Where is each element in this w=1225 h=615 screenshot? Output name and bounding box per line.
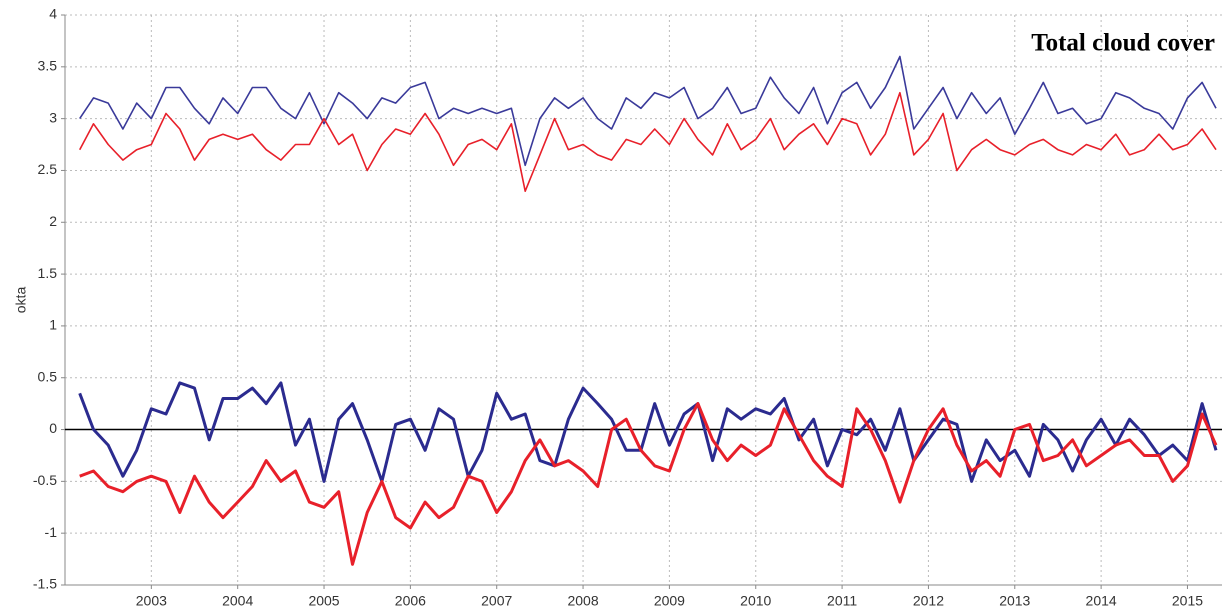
x-tick-label: 2008 [567,593,598,609]
y-tick-label: 4 [49,6,57,22]
x-tick-label: 2014 [1086,593,1117,609]
y-tick-label: -1.5 [33,576,57,592]
x-tick-label: 2004 [222,593,253,609]
line-series [79,402,1218,566]
x-tick-label: 2005 [308,593,339,609]
line-series [79,55,1217,167]
x-tick-label: 2009 [654,593,685,609]
y-tick-label: -1 [45,524,58,540]
y-tick-label: 1 [49,317,57,333]
y-tick-label: 2 [49,213,57,229]
y-tick-label: 1.5 [38,265,58,281]
line-series [78,91,1217,192]
chart-title: Total cloud cover [1031,30,1215,57]
x-tick-label: 2006 [395,593,426,609]
y-tick-label: 0.5 [38,368,58,384]
y-tick-label: 3.5 [38,58,58,74]
y-tick-label: 3 [49,109,57,125]
x-tick-label: 2015 [1172,593,1203,609]
y-tick-label: 0 [49,420,57,436]
x-tick-label: 2011 [827,593,857,609]
x-tick-label: 2012 [913,593,944,609]
line-series [78,381,1218,483]
y-tick-label: -0.5 [33,472,57,488]
y-axis-label: okta [13,287,29,314]
x-tick-label: 2010 [740,593,771,609]
y-tick-label: 2.5 [38,161,58,177]
x-tick-label: 2007 [481,593,512,609]
x-tick-label: 2003 [136,593,167,609]
x-tick-label: 2013 [999,593,1030,609]
